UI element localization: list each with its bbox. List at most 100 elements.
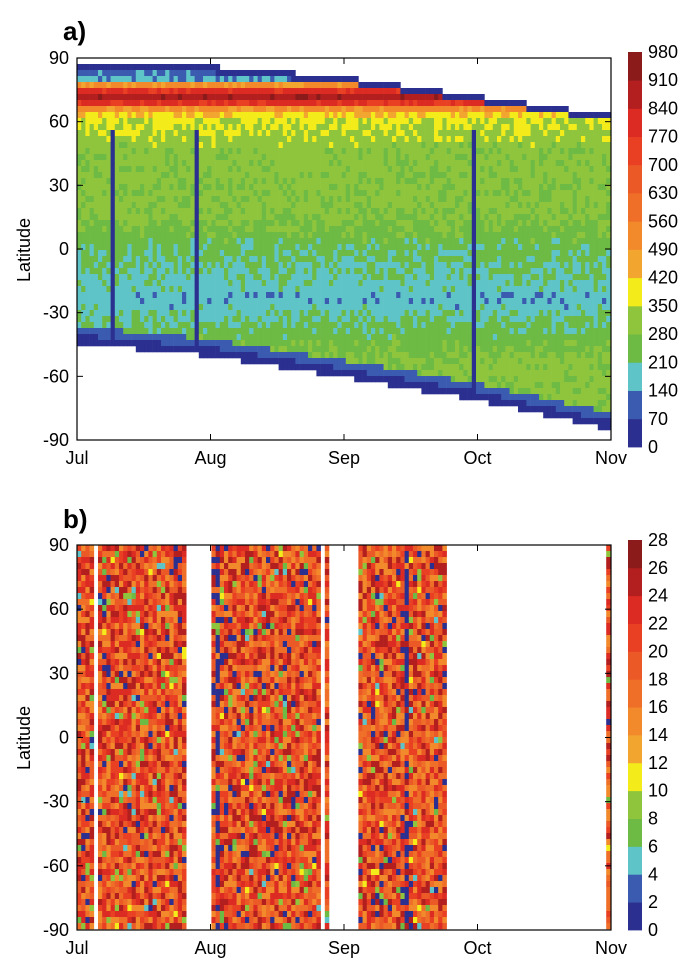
heatmap-cell xyxy=(417,304,422,311)
heatmap-cell xyxy=(93,238,99,245)
heatmap-cell xyxy=(114,214,120,221)
heatmap-cell xyxy=(434,88,439,95)
heatmap-cell xyxy=(102,244,107,251)
heatmap-cell xyxy=(362,280,368,287)
heatmap-cell xyxy=(303,106,309,113)
heatmap-cell xyxy=(488,142,494,149)
heatmap-cell xyxy=(497,118,502,125)
heatmap-cell xyxy=(471,388,477,395)
heatmap-cell xyxy=(249,226,254,233)
heatmap-cell xyxy=(123,268,128,275)
heatmap-cell xyxy=(371,256,376,263)
heatmap-cell xyxy=(274,148,279,155)
heatmap-cell xyxy=(140,286,145,293)
heatmap-cell xyxy=(215,100,221,107)
heatmap-cell xyxy=(106,136,111,143)
heatmap-cell xyxy=(358,172,363,179)
heatmap-cell xyxy=(442,178,447,185)
heatmap-cell xyxy=(316,190,321,197)
heatmap-cell xyxy=(152,274,158,281)
heatmap-cell xyxy=(434,124,439,131)
heatmap-cell xyxy=(182,310,187,317)
heatmap-cell xyxy=(308,244,313,251)
heatmap-cell xyxy=(110,94,116,101)
heatmap-cell xyxy=(190,70,195,77)
heatmap-cell xyxy=(203,292,208,299)
heatmap-cell xyxy=(245,262,250,269)
heatmap-cell xyxy=(102,316,107,323)
heatmap-cell xyxy=(253,226,258,233)
heatmap-cell xyxy=(173,136,179,143)
heatmap-cell xyxy=(148,208,153,215)
heatmap-cell xyxy=(308,226,313,233)
heatmap-cell xyxy=(236,196,242,203)
heatmap-cell xyxy=(329,214,334,221)
heatmap-cell xyxy=(177,340,183,347)
heatmap-cell xyxy=(161,340,166,347)
heatmap-cell xyxy=(224,244,229,251)
heatmap-cell xyxy=(312,196,317,203)
heatmap-cell xyxy=(358,262,363,269)
heatmap-cell xyxy=(232,346,237,353)
heatmap-cell xyxy=(194,340,200,347)
heatmap-cell xyxy=(274,184,279,191)
heatmap-cell xyxy=(463,226,468,233)
heatmap-cell xyxy=(471,394,477,401)
heatmap-cell xyxy=(358,82,363,89)
heatmap-cell xyxy=(194,214,200,221)
heatmap-cell xyxy=(266,124,271,131)
heatmap-cell xyxy=(186,160,191,167)
heatmap-cell xyxy=(295,220,300,227)
heatmap-cell xyxy=(417,196,422,203)
heatmap-cell xyxy=(455,310,460,317)
heatmap-cell xyxy=(303,244,309,251)
heatmap-cell xyxy=(194,220,200,227)
heatmap-cell xyxy=(446,208,452,215)
heatmap-cell xyxy=(417,382,422,389)
heatmap-cell xyxy=(362,334,368,341)
heatmap-cell xyxy=(156,64,162,71)
heatmap-cell xyxy=(312,160,317,167)
heatmap-cell xyxy=(413,292,418,299)
heatmap-cell xyxy=(291,328,296,335)
heatmap-cell xyxy=(324,76,330,83)
heatmap-cell xyxy=(278,352,284,359)
heatmap-cell xyxy=(404,268,410,275)
heatmap-cell xyxy=(110,154,116,161)
heatmap-cell xyxy=(245,238,250,245)
heatmap-cell xyxy=(270,142,275,149)
heatmap-cell xyxy=(186,148,191,155)
heatmap-cell xyxy=(312,124,317,131)
heatmap-cell xyxy=(488,214,494,221)
heatmap-cell xyxy=(333,328,338,335)
heatmap-cell xyxy=(89,286,95,293)
heatmap-cell xyxy=(207,148,212,155)
heatmap-cell xyxy=(173,208,179,215)
heatmap-cell xyxy=(476,118,481,125)
heatmap-cell xyxy=(442,352,447,359)
heatmap-cell xyxy=(98,76,103,83)
heatmap-cell xyxy=(278,298,284,305)
heatmap-cell xyxy=(438,202,443,209)
heatmap-cell xyxy=(207,112,212,119)
heatmap-cell xyxy=(173,316,179,323)
heatmap-cell xyxy=(156,316,162,323)
heatmap-cell xyxy=(110,316,116,323)
heatmap-cell xyxy=(450,232,456,239)
heatmap-cell xyxy=(240,166,246,173)
heatmap-cell xyxy=(148,160,153,167)
heatmap-cell xyxy=(375,268,380,275)
heatmap-cell xyxy=(354,232,359,239)
heatmap-cell xyxy=(203,286,208,293)
heatmap-cell xyxy=(425,202,431,209)
heatmap-cell xyxy=(240,226,246,233)
heatmap-cell xyxy=(308,328,313,335)
heatmap-cell xyxy=(152,136,158,143)
heatmap-cell xyxy=(299,322,305,329)
heatmap-cell xyxy=(102,76,107,83)
heatmap-cell xyxy=(177,118,183,125)
heatmap-cell xyxy=(102,298,107,305)
heatmap-cell xyxy=(299,196,305,203)
heatmap-cell xyxy=(329,202,334,209)
heatmap-cell xyxy=(123,256,128,263)
